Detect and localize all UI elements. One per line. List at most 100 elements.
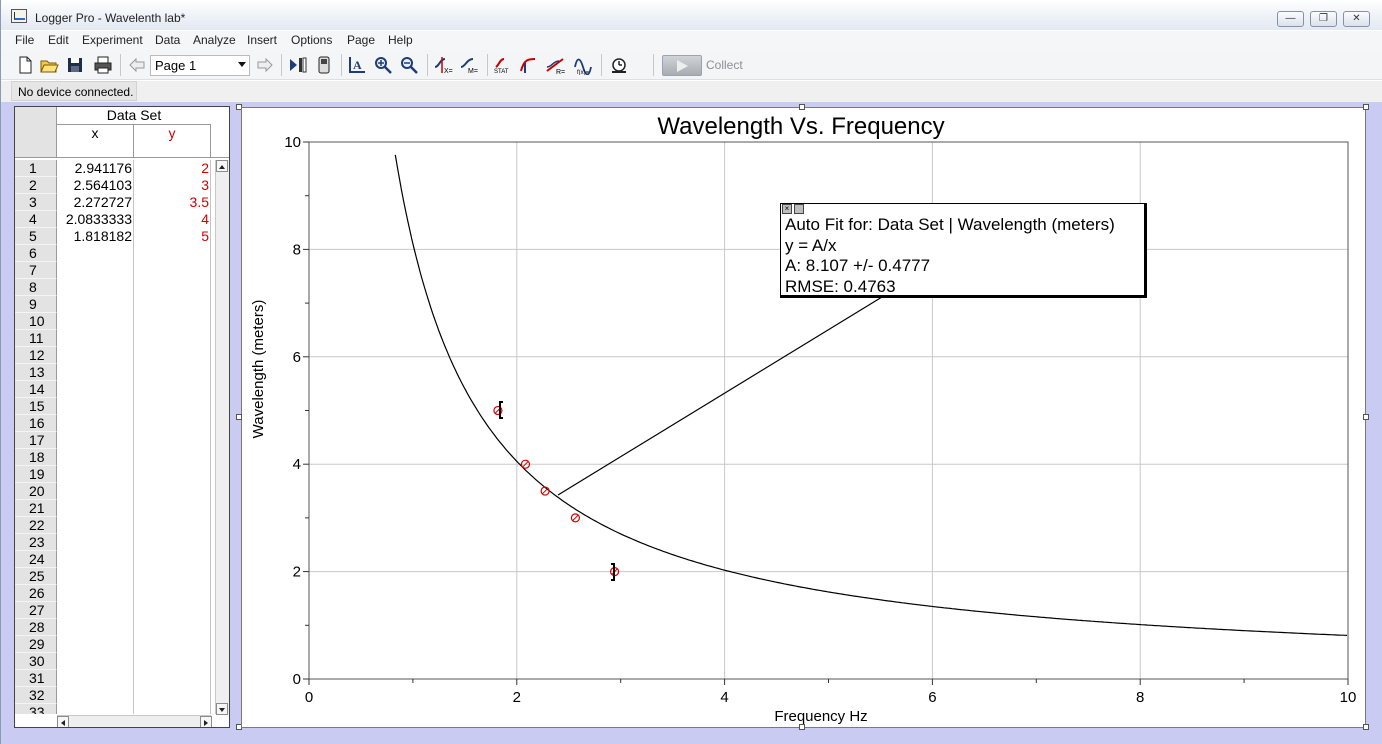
resize-handle[interactable]	[1363, 724, 1369, 730]
cell-y[interactable]	[134, 653, 211, 670]
cell-x[interactable]	[57, 704, 134, 714]
cell-x[interactable]	[57, 534, 134, 551]
cell-y[interactable]	[134, 551, 211, 568]
experiment-setup-icon[interactable]	[288, 55, 308, 75]
curve-fit-icon[interactable]: f(x)=	[573, 55, 593, 75]
cell-y[interactable]	[134, 483, 211, 500]
row-number[interactable]: 28	[15, 619, 57, 636]
data-point[interactable]	[493, 405, 503, 416]
resize-handle[interactable]	[1363, 104, 1369, 110]
cell-y[interactable]	[134, 279, 211, 296]
row-number[interactable]: 13	[15, 364, 57, 381]
cell-y[interactable]	[134, 466, 211, 483]
minimize-button[interactable]: —	[1277, 11, 1304, 27]
cell-x[interactable]	[57, 381, 134, 398]
cell-x[interactable]: 2.272727	[57, 194, 134, 211]
cell-y[interactable]	[134, 704, 211, 714]
row-number[interactable]: 5	[15, 228, 57, 245]
cell-y[interactable]	[134, 449, 211, 466]
menu-file[interactable]: File	[15, 33, 35, 47]
zoom-out-icon[interactable]	[399, 55, 419, 75]
row-number[interactable]: 24	[15, 551, 57, 568]
menu-options[interactable]: Options	[291, 33, 333, 47]
resize-handle[interactable]	[1363, 414, 1369, 420]
cell-x[interactable]	[57, 568, 134, 585]
cell-y[interactable]	[134, 687, 211, 704]
row-number[interactable]: 27	[15, 602, 57, 619]
column-header-y[interactable]: y	[134, 125, 211, 158]
cell-x[interactable]	[57, 466, 134, 483]
zoom-in-icon[interactable]	[373, 55, 393, 75]
integral-icon[interactable]	[519, 55, 539, 75]
cell-x[interactable]	[57, 585, 134, 602]
cell-x[interactable]	[57, 500, 134, 517]
cell-x[interactable]	[57, 517, 134, 534]
row-number[interactable]: 11	[15, 330, 57, 347]
examine-icon[interactable]: X=	[433, 55, 453, 75]
row-number[interactable]: 26	[15, 585, 57, 602]
menu-help[interactable]: Help	[388, 33, 413, 47]
cell-y[interactable]	[134, 296, 211, 313]
cell-x[interactable]	[57, 670, 134, 687]
row-number[interactable]: 14	[15, 381, 57, 398]
cell-x[interactable]: 2.941176	[57, 160, 134, 177]
data-collection-icon[interactable]	[314, 55, 334, 75]
page-select[interactable]: Page 1	[150, 55, 250, 76]
scroll-left-button[interactable]	[57, 716, 69, 727]
cell-x[interactable]	[57, 653, 134, 670]
cell-y[interactable]	[134, 568, 211, 585]
scroll-down-button[interactable]	[216, 703, 228, 715]
row-number[interactable]: 30	[15, 653, 57, 670]
row-number[interactable]: 19	[15, 466, 57, 483]
cell-x[interactable]	[57, 551, 134, 568]
tangent-icon[interactable]: M=	[459, 55, 479, 75]
cell-y[interactable]	[134, 415, 211, 432]
cell-y[interactable]	[134, 602, 211, 619]
cell-y[interactable]	[134, 262, 211, 279]
restore-button[interactable]: ❐	[1310, 11, 1337, 27]
data-point[interactable]	[520, 459, 531, 469]
row-number[interactable]: 22	[15, 517, 57, 534]
cell-x[interactable]: 2.0833333	[57, 211, 134, 228]
cell-y[interactable]: 3	[134, 177, 211, 194]
cell-y[interactable]	[134, 364, 211, 381]
resize-handle[interactable]	[799, 104, 805, 110]
cell-y[interactable]: 2	[134, 160, 211, 177]
open-folder-icon[interactable]	[39, 55, 59, 75]
cell-y[interactable]	[134, 313, 211, 330]
row-number[interactable]: 32	[15, 687, 57, 704]
cell-y[interactable]	[134, 585, 211, 602]
cell-y[interactable]	[134, 534, 211, 551]
cell-x[interactable]	[57, 347, 134, 364]
cell-x[interactable]: 2.564103	[57, 177, 134, 194]
cell-x[interactable]	[57, 449, 134, 466]
cell-x[interactable]	[57, 364, 134, 381]
data-point[interactable]	[540, 486, 550, 496]
cell-y[interactable]	[134, 245, 211, 262]
row-number[interactable]: 15	[15, 398, 57, 415]
row-number[interactable]: 20	[15, 483, 57, 500]
cell-x[interactable]	[57, 636, 134, 653]
row-number[interactable]: 17	[15, 432, 57, 449]
cell-x[interactable]	[57, 415, 134, 432]
row-number[interactable]: 31	[15, 670, 57, 687]
close-icon[interactable]: ×	[782, 204, 792, 214]
cell-x[interactable]	[57, 687, 134, 704]
cell-y[interactable]	[134, 330, 211, 347]
fit-range-left-bracket[interactable]	[499, 401, 503, 419]
menu-page[interactable]: Page	[347, 33, 376, 47]
row-number[interactable]: 2	[15, 177, 57, 194]
cell-y[interactable]	[134, 432, 211, 449]
row-number[interactable]: 33	[15, 704, 57, 714]
resize-handle[interactable]	[799, 724, 805, 730]
row-number[interactable]: 8	[15, 279, 57, 296]
next-page-icon[interactable]	[255, 55, 275, 75]
cell-y[interactable]	[134, 517, 211, 534]
row-number[interactable]: 18	[15, 449, 57, 466]
row-number[interactable]: 23	[15, 534, 57, 551]
cell-x[interactable]	[57, 245, 134, 262]
options-icon[interactable]	[794, 204, 804, 214]
cell-x[interactable]	[57, 296, 134, 313]
cell-x[interactable]	[57, 330, 134, 347]
